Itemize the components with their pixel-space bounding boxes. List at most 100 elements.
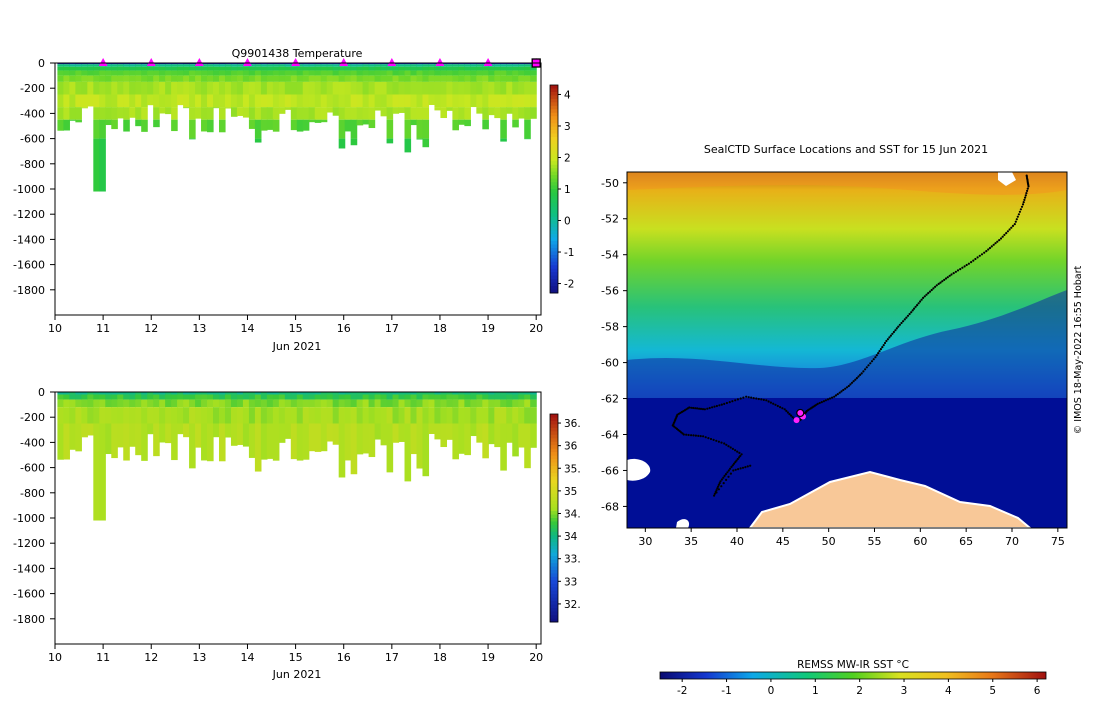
profile-cell: [129, 75, 136, 82]
profile-cell: [201, 81, 208, 95]
colorbar-cell: [550, 275, 558, 280]
track-point: [774, 403, 777, 406]
profile-cell: [159, 394, 166, 400]
profile-cell: [213, 392, 220, 395]
profile-cell: [500, 81, 507, 95]
profile-cell: [518, 70, 525, 76]
profile-cell: [410, 63, 418, 65]
profile-cell: [278, 75, 286, 82]
profile-cell: [129, 63, 136, 65]
profile-cell: [69, 392, 76, 395]
copyright-text: © IMOS 18-May-2022 16:55 Hobart: [1073, 265, 1084, 434]
profile-cell: [135, 70, 142, 76]
profile-cell: [254, 66, 262, 71]
profile-cell: [207, 423, 214, 462]
profile-cell: [242, 392, 250, 395]
profile-cell: [189, 81, 196, 95]
profile-cell: [470, 63, 477, 65]
colorbar-cell: [550, 268, 558, 273]
track-point: [967, 262, 970, 265]
profile-cell: [57, 66, 64, 71]
profile-cell: [242, 70, 250, 76]
colorbar-cell: [550, 514, 558, 519]
colorbar-cell: [550, 459, 558, 463]
profile-cell: [338, 70, 346, 76]
track-point: [765, 399, 768, 402]
profile-cell: [326, 423, 334, 442]
profile-cell: [476, 81, 483, 95]
profile-cell: [57, 94, 64, 108]
profile-cell: [159, 81, 166, 95]
profile-cell: [296, 75, 304, 82]
profile-cell: [350, 81, 358, 95]
colorbar-cell: [550, 168, 558, 173]
map-x-tick-label: 35: [684, 535, 698, 548]
x-tick-label: 17: [385, 651, 399, 664]
profile-cell: [302, 75, 310, 82]
profile-cell: [506, 107, 513, 114]
profile-cell: [260, 392, 268, 395]
profile-cell: [506, 407, 513, 424]
profile-cell: [93, 75, 100, 82]
colorbar-cell: [550, 431, 558, 436]
profile-cell: [99, 138, 106, 192]
profile-cell: [368, 119, 376, 129]
profile-cell: [530, 81, 537, 95]
profile-cell: [75, 399, 82, 408]
profile-cell: [356, 81, 364, 95]
profile-cell: [93, 64, 100, 67]
profile-cell: [326, 66, 334, 71]
track-point: [976, 256, 979, 259]
profile-cell: [242, 394, 250, 400]
colorbar-cell: [550, 254, 558, 259]
profile-cell: [422, 119, 430, 139]
profile-cell: [207, 75, 214, 82]
track-point: [889, 334, 892, 337]
profile-cell: [332, 407, 340, 424]
track-point: [998, 239, 1001, 242]
sst-map-title: SealCTD Surface Locations and SST for 15…: [704, 143, 988, 156]
profile-cell: [201, 392, 208, 395]
colorbar-cell: [550, 604, 558, 609]
track-point: [715, 439, 718, 442]
profile-cell: [296, 107, 304, 120]
profile-cell: [123, 66, 130, 71]
profile-cell: [272, 75, 280, 82]
y-tick-label: -1000: [13, 183, 45, 196]
profile-cell: [494, 107, 501, 119]
track-point: [767, 400, 770, 403]
profile-cell: [284, 64, 292, 67]
track-point: [988, 246, 992, 250]
track-point: [720, 441, 723, 444]
profile-cell: [362, 394, 370, 400]
profile-cell: [266, 63, 274, 65]
profile-cell: [165, 423, 172, 444]
profile-cell: [207, 70, 214, 76]
profile-cell: [213, 75, 220, 82]
profile-cell: [201, 399, 208, 408]
colorbar-cell: [550, 570, 558, 574]
profile-cell: [242, 423, 250, 447]
track-point: [928, 290, 932, 293]
x-tick-label: 16: [337, 322, 351, 335]
colorbar-cell: [550, 462, 558, 467]
profile-cell: [218, 63, 226, 65]
sst-colorbar-tick-label: 5: [989, 685, 996, 697]
profile-cell: [452, 394, 459, 400]
profile-cell: [524, 81, 531, 95]
profile-cell: [177, 75, 184, 82]
track-point: [990, 245, 993, 248]
track-point: [745, 395, 748, 398]
profile-cell: [284, 394, 292, 400]
profile-cell: [416, 119, 424, 139]
profile-cell: [476, 394, 483, 400]
profile-cell: [201, 394, 208, 400]
profile-cell: [189, 107, 196, 120]
profile-cell: [171, 66, 178, 71]
profile-cell: [224, 81, 232, 95]
profile-cell: [404, 94, 412, 108]
profile-cell: [87, 423, 94, 436]
profile-cell: [123, 407, 130, 424]
track-point: [739, 467, 742, 470]
map-x-tick-label: 70: [1005, 535, 1019, 548]
